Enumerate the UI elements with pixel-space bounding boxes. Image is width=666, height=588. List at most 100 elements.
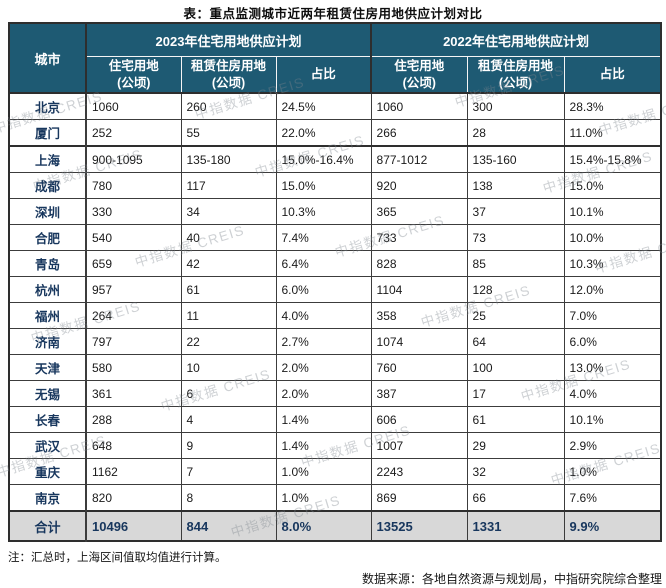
total-value-cell: 9.9% xyxy=(563,510,662,542)
table-row-hefei: 合肥 540 40 7.4% 733 73 10.0% xyxy=(8,224,662,251)
total-label: 合计 xyxy=(8,510,87,542)
value-cell: 920 xyxy=(370,172,468,199)
value-cell: 28.3% xyxy=(563,92,662,120)
value-cell: 13.0% xyxy=(563,354,662,381)
value-cell: 1162 xyxy=(85,458,182,485)
land-supply-table: 城市 2023年住宅用地供应计划 2022年住宅用地供应计划 住宅用地 (公顷)… xyxy=(8,22,663,542)
value-cell: 7 xyxy=(180,458,277,485)
header-rental-2022: 租赁住房用地 (公顷) xyxy=(466,56,565,94)
table-row-beijing: 北京 1060 260 24.5% 1060 300 28.3% xyxy=(8,92,662,120)
table-row-xiamen: 厦门 252 55 22.0% 266 28 11.0% xyxy=(8,119,662,147)
city-cell: 杭州 xyxy=(8,276,87,303)
value-cell: 128 xyxy=(466,276,565,303)
value-cell: 42 xyxy=(180,250,277,277)
value-cell: 10.1% xyxy=(563,198,662,225)
value-cell: 4.0% xyxy=(563,380,662,407)
city-cell: 厦门 xyxy=(8,119,87,147)
value-cell: 1074 xyxy=(370,328,468,355)
table-row-qingdao: 青岛 659 42 6.4% 828 85 10.3% xyxy=(8,250,662,277)
city-cell: 合肥 xyxy=(8,224,87,251)
data-source: 数据来源：各地自然资源与规划局，中指研究院综合整理 xyxy=(361,572,662,586)
value-cell: 6 xyxy=(180,380,277,407)
value-cell: 22.0% xyxy=(275,119,372,147)
value-cell: 12.0% xyxy=(563,276,662,303)
value-cell: 24.5% xyxy=(275,92,372,120)
table-row-fuzhou: 福州 264 11 4.0% 358 25 7.0% xyxy=(8,302,662,329)
value-cell: 1.0% xyxy=(275,484,372,512)
header-sub-row: 住宅用地 (公顷) 租赁住房用地 (公顷) 占比 住宅用地 (公顷) 租赁住房用… xyxy=(9,56,662,94)
city-cell: 北京 xyxy=(8,92,87,120)
value-cell: 2.9% xyxy=(563,432,662,459)
value-cell: 1007 xyxy=(370,432,468,459)
table-row-shanghai: 上海 900-1095 135-180 15.0%-16.4% 877-1012… xyxy=(8,145,662,173)
value-cell: 4.0% xyxy=(275,302,372,329)
value-cell: 15.4%-15.8% xyxy=(563,145,662,173)
value-cell: 64 xyxy=(466,328,565,355)
table-row-wuhan: 武汉 648 9 1.4% 1007 29 2.9% xyxy=(8,432,662,459)
table-row-hangzhou: 杭州 957 61 6.0% 1104 128 12.0% xyxy=(8,276,662,303)
value-cell: 4 xyxy=(180,406,277,433)
value-cell: 40 xyxy=(180,224,277,251)
city-cell: 武汉 xyxy=(8,432,87,459)
table-title: 表：重点监测城市近两年租赁住房用地供应计划对比 xyxy=(183,7,483,21)
city-cell: 深圳 xyxy=(8,198,87,225)
value-cell: 135-180 xyxy=(180,145,277,173)
city-cell: 无锡 xyxy=(8,380,87,407)
value-cell: 2.0% xyxy=(275,354,372,381)
value-cell: 10 xyxy=(180,354,277,381)
city-cell: 南京 xyxy=(8,484,87,512)
value-cell: 1.0% xyxy=(563,458,662,485)
value-cell: 22 xyxy=(180,328,277,355)
value-cell: 580 xyxy=(85,354,182,381)
table-row-jinan: 济南 797 22 2.7% 1074 64 6.0% xyxy=(8,328,662,355)
value-cell: 760 xyxy=(370,354,468,381)
footnote: 注：汇总时，上海区间值取均值进行计算。 xyxy=(8,552,227,564)
table-row-chengdu: 成都 780 117 15.0% 920 138 15.0% xyxy=(8,172,662,199)
value-cell: 10.0% xyxy=(563,224,662,251)
header-residential-2022: 住宅用地 (公顷) xyxy=(370,56,468,94)
value-cell: 361 xyxy=(85,380,182,407)
value-cell: 66 xyxy=(466,484,565,512)
value-cell: 25 xyxy=(466,302,565,329)
value-cell: 252 xyxy=(85,119,182,147)
value-cell: 15.0% xyxy=(275,172,372,199)
value-cell: 7.4% xyxy=(275,224,372,251)
table-row-changchun: 长春 288 4 1.4% 606 61 10.1% xyxy=(8,406,662,433)
value-cell: 648 xyxy=(85,432,182,459)
table-row-wuxi: 无锡 361 6 2.0% 387 17 4.0% xyxy=(8,380,662,407)
value-cell: 29 xyxy=(466,432,565,459)
city-cell: 济南 xyxy=(8,328,87,355)
value-cell: 877-1012 xyxy=(370,145,468,173)
value-cell: 10.1% xyxy=(563,406,662,433)
value-cell: 2243 xyxy=(370,458,468,485)
value-cell: 7.0% xyxy=(563,302,662,329)
value-cell: 330 xyxy=(85,198,182,225)
city-cell: 福州 xyxy=(8,302,87,329)
value-cell: 100 xyxy=(466,354,565,381)
value-cell: 9 xyxy=(180,432,277,459)
value-cell: 138 xyxy=(466,172,565,199)
value-cell: 797 xyxy=(85,328,182,355)
header-residential-2023: 住宅用地 (公顷) xyxy=(85,56,182,94)
value-cell: 11.0% xyxy=(563,119,662,147)
value-cell: 10.3% xyxy=(563,250,662,277)
value-cell: 6.4% xyxy=(275,250,372,277)
table-row-shenzhen: 深圳 330 34 10.3% 365 37 10.1% xyxy=(8,198,662,225)
value-cell: 11 xyxy=(180,302,277,329)
table-row-total: 合计 10496 844 8.0% 13525 1331 9.9% xyxy=(8,510,662,542)
total-value-cell: 13525 xyxy=(370,510,468,542)
header-city: 城市 xyxy=(8,22,87,94)
value-cell: 117 xyxy=(180,172,277,199)
total-value-cell: 8.0% xyxy=(275,510,372,542)
value-cell: 900-1095 xyxy=(85,145,182,173)
table-row-nanjing: 南京 820 8 1.0% 869 66 7.6% xyxy=(8,484,662,512)
value-cell: 2.7% xyxy=(275,328,372,355)
total-value-cell: 10496 xyxy=(85,510,182,542)
value-cell: 17 xyxy=(466,380,565,407)
value-cell: 55 xyxy=(180,119,277,147)
value-cell: 61 xyxy=(180,276,277,303)
value-cell: 28 xyxy=(466,119,565,147)
value-cell: 1060 xyxy=(85,92,182,120)
value-cell: 659 xyxy=(85,250,182,277)
city-cell: 长春 xyxy=(8,406,87,433)
